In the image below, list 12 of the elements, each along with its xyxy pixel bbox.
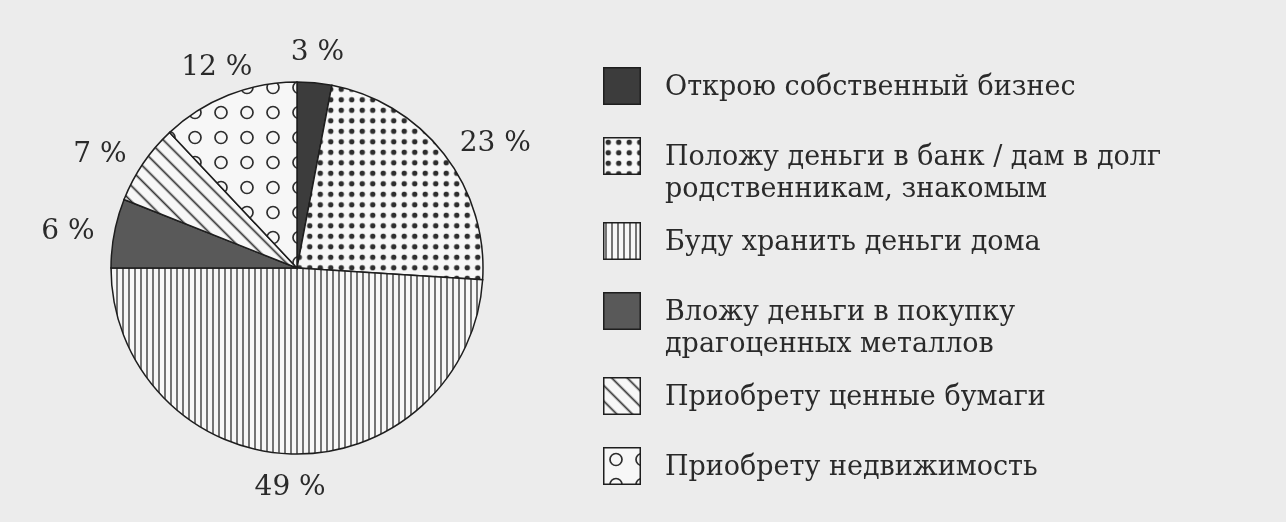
data-label: 12 % (181, 48, 253, 82)
legend-label: Открою собственный бизнес (665, 69, 1077, 102)
legend-label: Положу деньги в банк / дам в долг родственникам, знакомым (665, 139, 1163, 204)
data-label: 3 % (290, 34, 345, 68)
legend-label: Вложу деньги в покупку драгоценных металлов (665, 294, 1017, 359)
legend-label: Приобрету недвижимость (665, 449, 1039, 482)
data-label: 7 % (73, 135, 127, 169)
data-label: 49 % (254, 469, 326, 503)
data-label: 6 % (41, 212, 95, 246)
data-label: 23 % (459, 125, 531, 159)
legend-label: Буду хранить деньги дома (665, 224, 1042, 257)
legend-label: Приобрету ценные бумаги (665, 379, 1047, 412)
